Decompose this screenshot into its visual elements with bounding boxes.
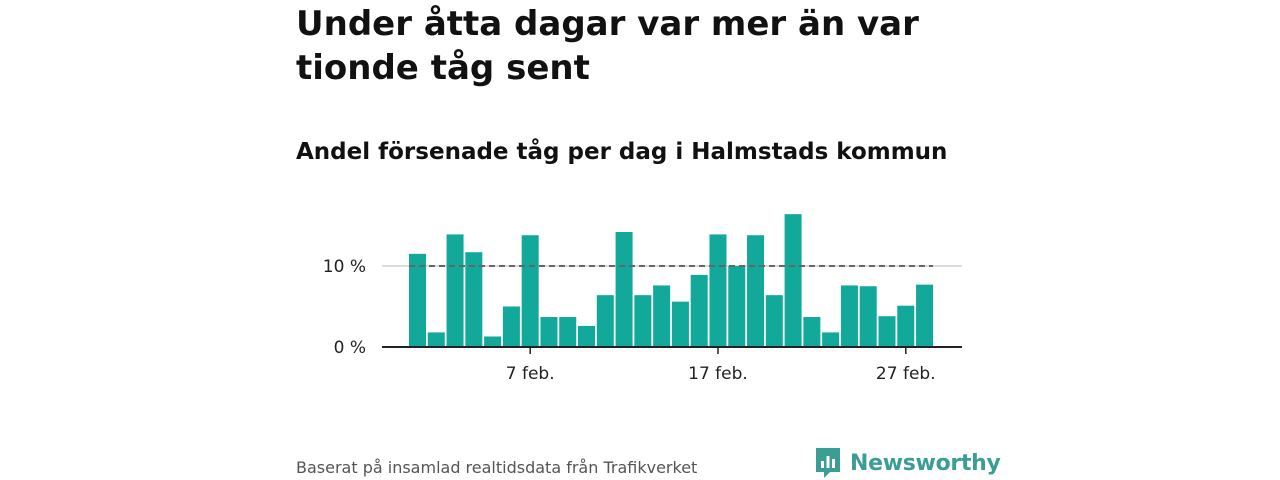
newsworthy-logo: Newsworthy <box>814 446 1001 480</box>
bar <box>671 301 689 347</box>
bar <box>822 332 840 347</box>
bar <box>728 266 746 347</box>
bar <box>484 336 502 347</box>
chart-subtitle: Andel försenade tåg per dag i Halmstads … <box>296 139 948 165</box>
chart-title: Under åtta dagar var mer än var tionde t… <box>296 4 919 88</box>
bar <box>878 316 896 347</box>
bar <box>859 286 877 347</box>
newsworthy-logo-text: Newsworthy <box>850 450 1001 476</box>
bar <box>784 214 802 347</box>
x-tick-label: 17 feb. <box>688 364 748 384</box>
bar <box>709 234 727 347</box>
bar <box>634 295 652 347</box>
y-tick-label: 10 % <box>323 257 366 277</box>
bar <box>897 305 915 347</box>
bar <box>765 295 783 347</box>
bar <box>596 295 614 347</box>
bar <box>840 285 858 347</box>
bar <box>916 284 934 347</box>
newsworthy-logo-icon <box>816 448 840 478</box>
bar <box>409 253 426 347</box>
bar <box>540 317 558 347</box>
source-note: Baserat på insamlad realtidsdata från Tr… <box>296 458 698 477</box>
bar <box>502 306 520 347</box>
bar <box>521 235 539 347</box>
bar <box>653 285 671 347</box>
bar <box>578 325 596 347</box>
x-tick-label: 7 feb. <box>506 364 555 384</box>
x-tick-label: 27 feb. <box>876 364 936 384</box>
bar <box>803 317 821 347</box>
bar <box>465 252 483 347</box>
bar <box>690 274 708 347</box>
bar <box>427 332 445 347</box>
bar <box>615 231 633 347</box>
bar <box>446 234 464 347</box>
bar <box>559 317 577 347</box>
bar <box>747 235 765 347</box>
y-tick-label: 0 % <box>334 338 366 358</box>
